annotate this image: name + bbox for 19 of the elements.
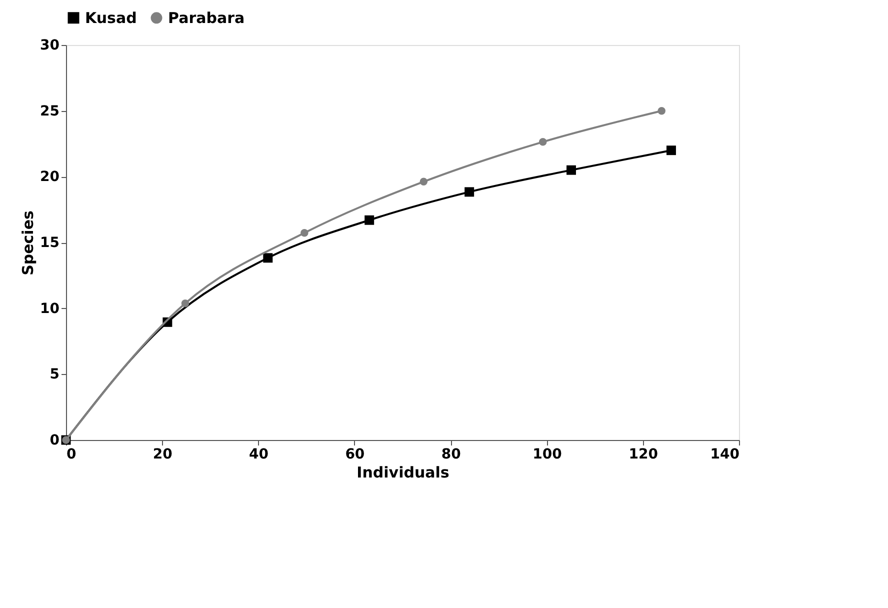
y-axis-title: Species xyxy=(19,210,38,276)
x-tick-label: 80 xyxy=(441,446,462,462)
y-tick-label: 10 xyxy=(40,300,60,317)
legend-label: Parabara xyxy=(168,8,245,27)
y-tick-label: 5 xyxy=(50,366,60,383)
x-tick-label: 60 xyxy=(345,446,365,462)
x-tick-label: 0 xyxy=(66,446,76,462)
y-tick-label: 20 xyxy=(40,169,60,186)
x-tick-label: 100 xyxy=(532,446,562,462)
x-tick-label: 120 xyxy=(628,446,658,462)
y-tick-label: 15 xyxy=(40,235,60,251)
x-tick-label: 140 xyxy=(710,446,740,462)
y-tick-label: 30 xyxy=(40,38,60,54)
legend-label: Kusad xyxy=(85,8,137,27)
x-tick-label: 20 xyxy=(152,446,173,462)
y-tick-label: 0 xyxy=(50,432,60,448)
x-tick-label: 40 xyxy=(249,446,269,462)
y-tick-label: 25 xyxy=(40,103,60,120)
x-axis-title: Individuals xyxy=(356,464,450,482)
